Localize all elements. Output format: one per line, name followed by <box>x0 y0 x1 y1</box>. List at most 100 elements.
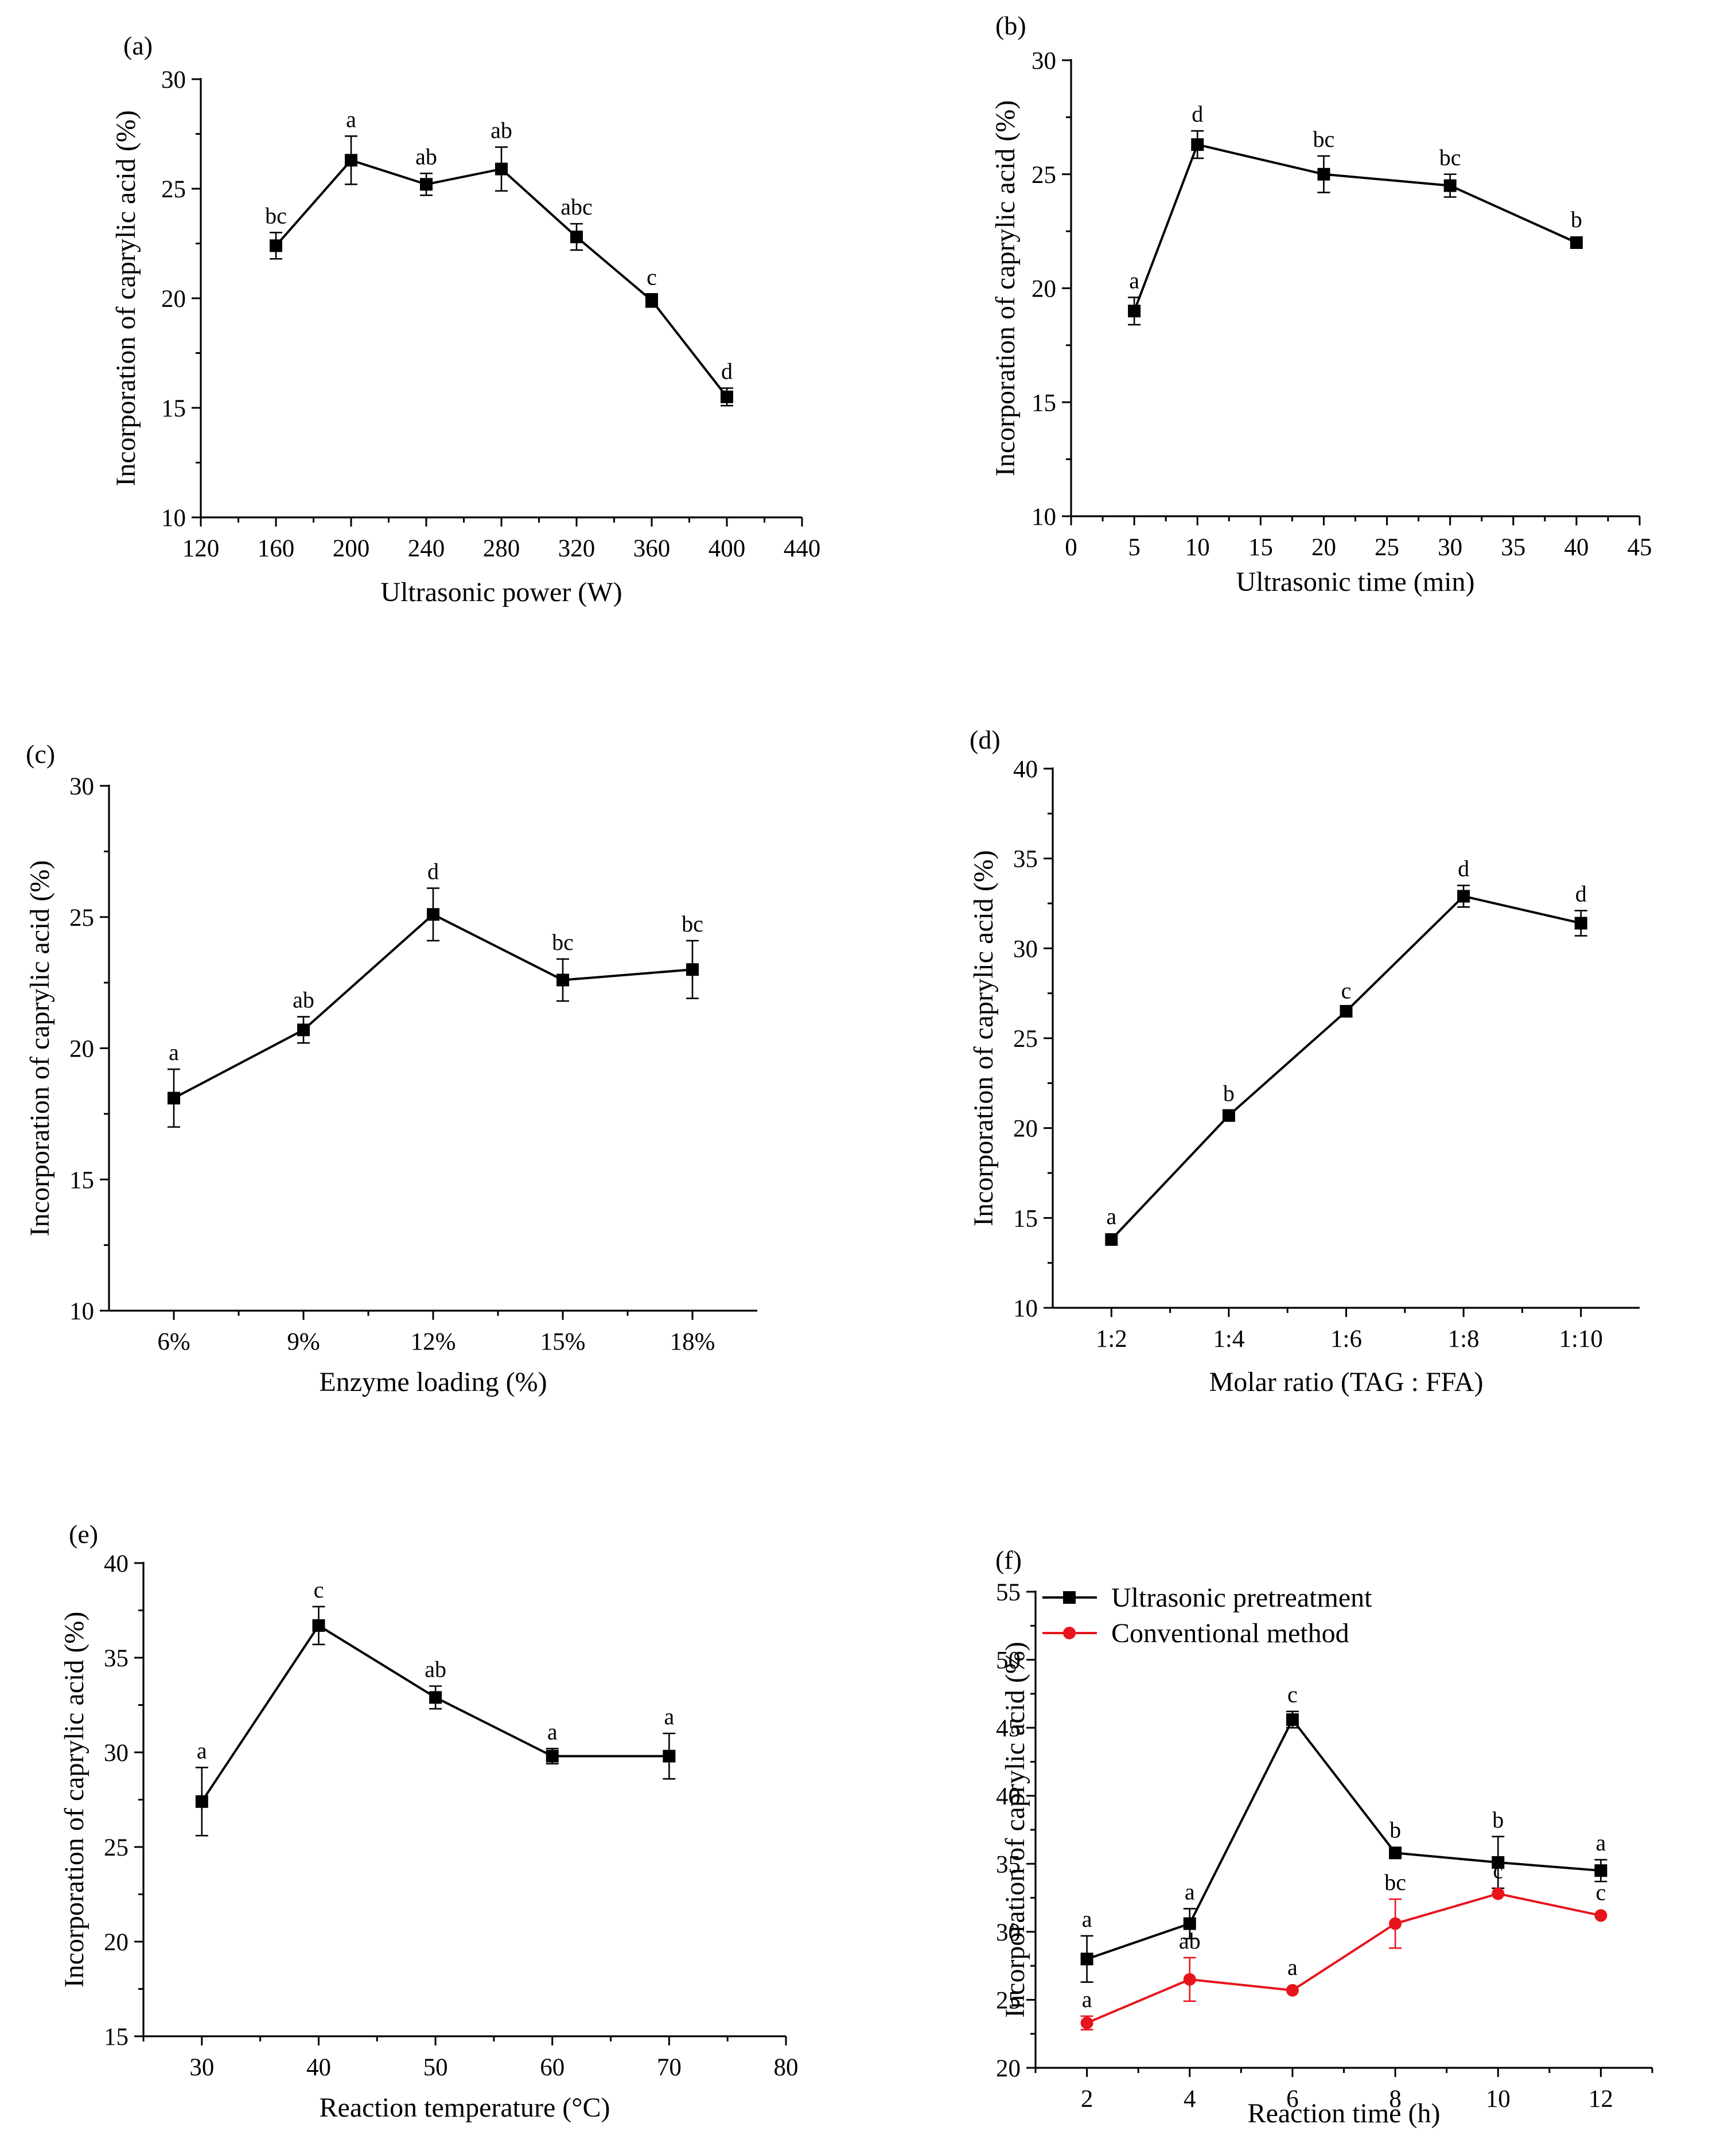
y-tick-label: 15 <box>161 395 186 422</box>
legend-label: Ultrasonic pretreatment <box>1111 1583 1372 1613</box>
y-tick-label: 20 <box>1013 1116 1038 1143</box>
panel-label: (c) <box>26 739 55 769</box>
x-tick-label: 240 <box>408 535 445 562</box>
panel-label: (a) <box>123 31 153 60</box>
data-point <box>195 1795 208 1808</box>
significance-label: b <box>1223 1080 1235 1106</box>
x-tick-label: 50 <box>423 2054 448 2081</box>
x-tick-label: 320 <box>558 535 595 562</box>
significance-label: c <box>1287 1682 1298 1708</box>
significance-label: ab <box>425 1657 446 1682</box>
significance-label: c <box>1493 1857 1503 1883</box>
y-tick-label: 10 <box>69 1298 94 1325</box>
data-point <box>546 1749 559 1763</box>
x-tick-label: 40 <box>1564 534 1589 561</box>
panel-label: (d) <box>970 725 1001 754</box>
y-tick-label: 25 <box>161 176 186 203</box>
data-point <box>570 231 583 244</box>
x-tick-label: 400 <box>709 535 746 562</box>
y-tick-label: 25 <box>1032 162 1056 189</box>
y-tick-label: 25 <box>996 1987 1021 2014</box>
x-tick-label: 60 <box>540 2054 565 2081</box>
significance-label: d <box>721 358 733 384</box>
data-point <box>168 1092 180 1105</box>
y-tick-label: 10 <box>1013 1295 1038 1322</box>
data-point <box>1286 1984 1299 1997</box>
significance-label: bc <box>552 929 574 955</box>
panel-a: (a) 10 15 20 25 30 120 160 200 240 280 320 360 400 440… <box>111 31 820 607</box>
data-point <box>663 1749 676 1763</box>
significance-label: a <box>1596 1830 1606 1856</box>
data-point <box>1105 1233 1118 1246</box>
y-tick-label: 15 <box>1013 1205 1038 1232</box>
y-tick-label: 20 <box>1032 276 1056 303</box>
data-point <box>1594 1864 1607 1877</box>
series-1: a ab d bc bc <box>168 858 703 1128</box>
y-tick-label: 40 <box>1013 756 1038 783</box>
data-point <box>1389 1917 1402 1930</box>
legend-marker <box>1063 1627 1076 1639</box>
y-tick-label: 35 <box>996 1851 1021 1878</box>
x-axis-title: Reaction temperature (°C) <box>320 2092 610 2123</box>
panel-c: (c) 10 15 20 25 30 6% 9% 12% 15% 18% Enzyme loading… <box>25 739 757 1397</box>
significance-label: b <box>1571 206 1582 232</box>
significance-label: a <box>547 1719 558 1744</box>
data-point <box>1594 1909 1607 1922</box>
y-tick-label: 25 <box>104 1834 129 1861</box>
significance-label: bc <box>1384 1869 1406 1895</box>
y-tick-label: 40 <box>104 1550 129 1577</box>
data-point <box>345 154 357 167</box>
panel-label: (e) <box>69 1519 98 1549</box>
significance-label: c <box>647 264 657 290</box>
y-tick-label: 10 <box>161 505 186 532</box>
significance-label: c <box>314 1577 324 1603</box>
x-tick-label: 1:6 <box>1330 1326 1362 1353</box>
significance-label: a <box>664 1704 674 1729</box>
x-tick-label: 4 <box>1184 2086 1196 2113</box>
x-tick-label: 2 <box>1081 2086 1093 2113</box>
y-tick-label: 25 <box>1013 1026 1038 1053</box>
series-line <box>1133 143 1577 311</box>
significance-label: d <box>427 858 439 884</box>
data-point <box>1222 1109 1235 1122</box>
data-point <box>429 1691 442 1704</box>
data-point <box>1574 917 1587 930</box>
y-tick-label: 50 <box>996 1647 1021 1674</box>
legend-label: Conventional method <box>1111 1618 1349 1649</box>
data-point <box>1183 1917 1196 1930</box>
y-axis-title: Incorporation of caprylic acid (%) <box>968 850 999 1226</box>
y-tick-label: 40 <box>996 1783 1021 1810</box>
significance-label: a <box>1082 1986 1092 2012</box>
x-tick-label: 1:4 <box>1213 1326 1244 1353</box>
series-1: a b c d d <box>1105 856 1587 1246</box>
data-point <box>686 963 699 976</box>
panel-b: (b) 10 15 20 25 30 0 5 10 15 20 25 30 35 40 45 Ultrasoni… <box>990 11 1652 597</box>
significance-label: a <box>1287 1954 1298 1980</box>
data-point <box>1317 167 1330 181</box>
significance-label: a <box>1185 1879 1195 1905</box>
data-point <box>556 973 569 987</box>
panel-d: (d) 10 15 20 25 30 35 40 1:2 1:4 1:6 1:8 1:10 Molar r… <box>968 725 1640 1397</box>
series-line <box>201 1624 670 1802</box>
significance-label: a <box>197 1737 207 1763</box>
data-point <box>1443 179 1457 192</box>
y-axis-title: Incorporation of caprylic acid (%) <box>111 110 141 486</box>
x-tick-label: 120 <box>182 535 220 562</box>
y-tick-label: 15 <box>1032 389 1056 416</box>
data-point <box>1128 305 1141 318</box>
x-tick-label: 1:8 <box>1448 1326 1480 1353</box>
x-axis-title: Ultrasonic power (W) <box>380 577 622 607</box>
significance-label: bc <box>1313 126 1335 152</box>
significance-label: d <box>1575 881 1587 907</box>
significance-label: bc <box>1439 145 1461 170</box>
data-point <box>1389 1846 1402 1860</box>
y-tick-label: 20 <box>104 1929 129 1956</box>
x-tick-label: 40 <box>306 2054 331 2081</box>
legend: Ultrasonic pretreatment Conventional meth… <box>1042 1583 1372 1649</box>
y-tick-label: 30 <box>161 67 186 93</box>
data-point <box>1457 890 1470 903</box>
y-tick-label: 30 <box>1032 48 1056 75</box>
x-tick-label: 8 <box>1389 2086 1402 2113</box>
data-point <box>1492 1887 1505 1900</box>
x-tick-label: 80 <box>774 2054 799 2081</box>
